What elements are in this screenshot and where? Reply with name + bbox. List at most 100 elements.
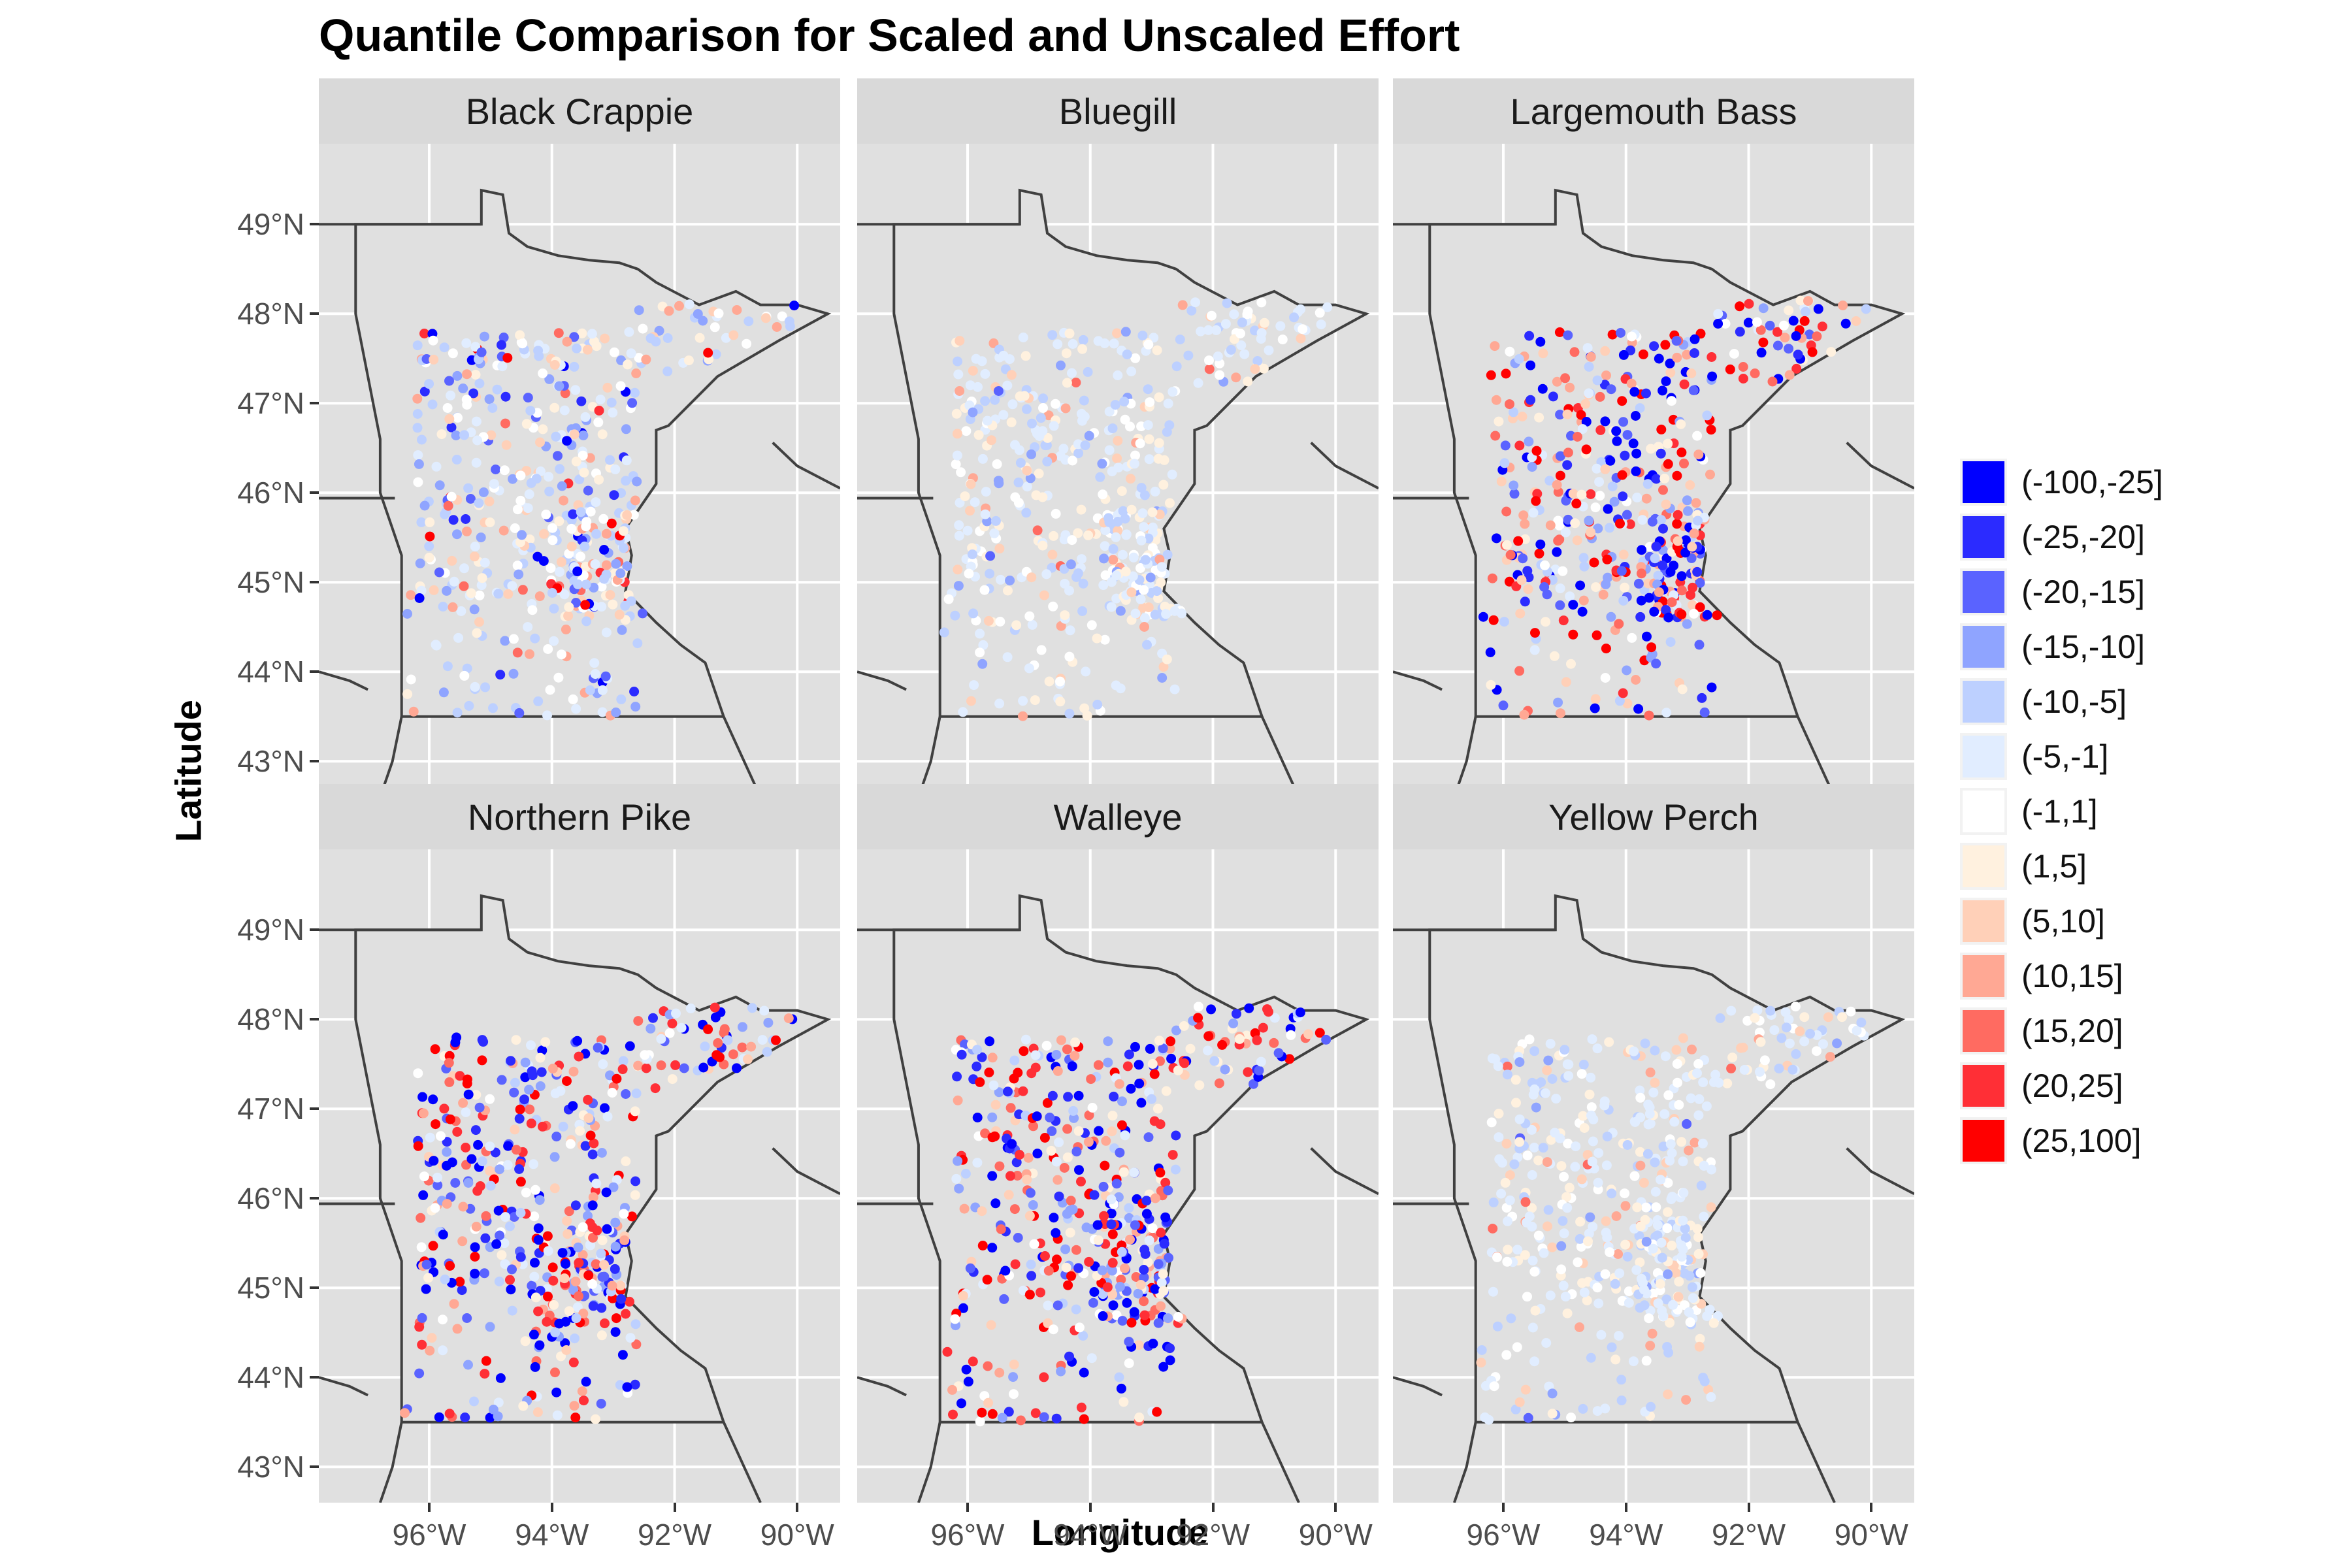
lake-point — [1692, 431, 1703, 441]
lake-point — [1744, 299, 1754, 309]
x-tick-label: 92°W — [1712, 1518, 1786, 1552]
lake-point — [1147, 522, 1158, 532]
lake-point — [1158, 1269, 1168, 1279]
lake-point — [1087, 1103, 1098, 1113]
lake-point — [1695, 1268, 1706, 1278]
lake-point — [1651, 659, 1661, 669]
lake-point — [1100, 570, 1111, 580]
lake-point — [1582, 1296, 1592, 1305]
lake-point — [597, 429, 608, 440]
legend-swatch — [1960, 459, 2007, 506]
lake-point — [1693, 1110, 1704, 1120]
lake-point — [1141, 1209, 1152, 1219]
lake-point — [1514, 1137, 1525, 1147]
lake-point — [596, 602, 607, 612]
lake-point — [1522, 1217, 1532, 1228]
lake-point — [438, 1345, 448, 1356]
lake-point — [1791, 331, 1801, 341]
lake-point — [431, 1119, 441, 1130]
lake-point — [492, 384, 502, 395]
lake-point — [1120, 1263, 1130, 1273]
legend-label: (5,10] — [2021, 903, 2105, 939]
lake-point — [1755, 1067, 1765, 1077]
lake-point — [1043, 1266, 1054, 1276]
lake-point — [553, 672, 564, 683]
lake-point — [1649, 341, 1659, 351]
lake-point — [1497, 1158, 1507, 1168]
lake-point — [1684, 1145, 1694, 1156]
lake-point — [1615, 518, 1625, 529]
lake-point — [1558, 615, 1569, 626]
facet-panel: Northern Pike — [319, 784, 840, 1503]
lake-point — [452, 1126, 463, 1137]
lake-point — [1624, 1286, 1634, 1296]
lake-point — [1143, 602, 1154, 613]
lake-point — [1032, 429, 1042, 439]
lake-point — [413, 450, 423, 461]
y-tick-mark — [310, 1376, 319, 1379]
lake-point — [1679, 379, 1690, 389]
lake-point — [596, 1249, 606, 1259]
lake-point — [572, 1036, 583, 1046]
lake-point — [1672, 1058, 1682, 1069]
lake-point — [1781, 1022, 1791, 1033]
lake-point — [1161, 1086, 1171, 1096]
lake-point — [413, 1141, 423, 1151]
y-tick-mark — [310, 491, 319, 495]
lake-point — [1501, 1203, 1512, 1213]
lake-point — [510, 523, 520, 533]
lake-point — [1021, 508, 1032, 518]
lake-point — [965, 506, 975, 516]
lake-point — [1686, 368, 1697, 378]
lake-point — [1491, 395, 1501, 405]
lake-point — [1600, 1403, 1610, 1414]
lake-point — [1647, 517, 1658, 527]
lake-point — [581, 580, 591, 589]
lake-point — [1149, 1069, 1160, 1079]
lake-point — [515, 1104, 525, 1115]
lake-point — [1494, 1132, 1504, 1143]
lake-point — [590, 669, 600, 679]
lake-point — [541, 510, 551, 519]
lake-point — [1026, 1260, 1036, 1269]
facet-panel: Black Crappie — [319, 78, 840, 797]
lake-point — [1235, 329, 1245, 338]
lake-point — [966, 696, 976, 706]
lake-point — [1103, 513, 1114, 523]
lake-point — [480, 1268, 489, 1279]
lake-point — [1140, 1249, 1151, 1259]
lake-point — [1135, 594, 1146, 604]
neighbor-boundary — [1260, 1421, 1300, 1503]
y-tick-label: 46°N — [237, 1181, 304, 1216]
lake-point — [585, 1240, 595, 1250]
lake-point — [1801, 306, 1811, 317]
lake-point — [1591, 582, 1601, 593]
lake-point — [1657, 1252, 1667, 1263]
lake-point — [1637, 568, 1646, 579]
lake-point — [1139, 1310, 1150, 1320]
lake-point — [948, 1409, 958, 1420]
lake-point — [1695, 578, 1705, 588]
lake-point — [1147, 1223, 1158, 1233]
lake-point — [1054, 1137, 1064, 1147]
lake-point — [1165, 498, 1175, 508]
neighbor-boundary — [319, 1376, 368, 1397]
lake-point — [1051, 1050, 1062, 1060]
lake-point — [1084, 1256, 1094, 1267]
lake-point — [1250, 364, 1260, 374]
lake-point — [1171, 1164, 1181, 1175]
lake-point — [999, 1294, 1009, 1304]
lake-point — [570, 1200, 581, 1211]
lake-point — [654, 325, 664, 336]
lake-point — [1560, 1292, 1571, 1302]
lake-point — [990, 515, 1001, 526]
y-tick-mark — [310, 1107, 319, 1111]
lake-point — [1164, 1252, 1174, 1263]
lake-point — [1520, 1384, 1531, 1395]
lake-point — [433, 1172, 442, 1183]
lake-point — [1492, 1321, 1503, 1331]
lake-point — [1678, 1244, 1688, 1254]
lake-point — [470, 1125, 481, 1135]
lake-point — [630, 1176, 641, 1186]
lake-point — [449, 1299, 459, 1309]
